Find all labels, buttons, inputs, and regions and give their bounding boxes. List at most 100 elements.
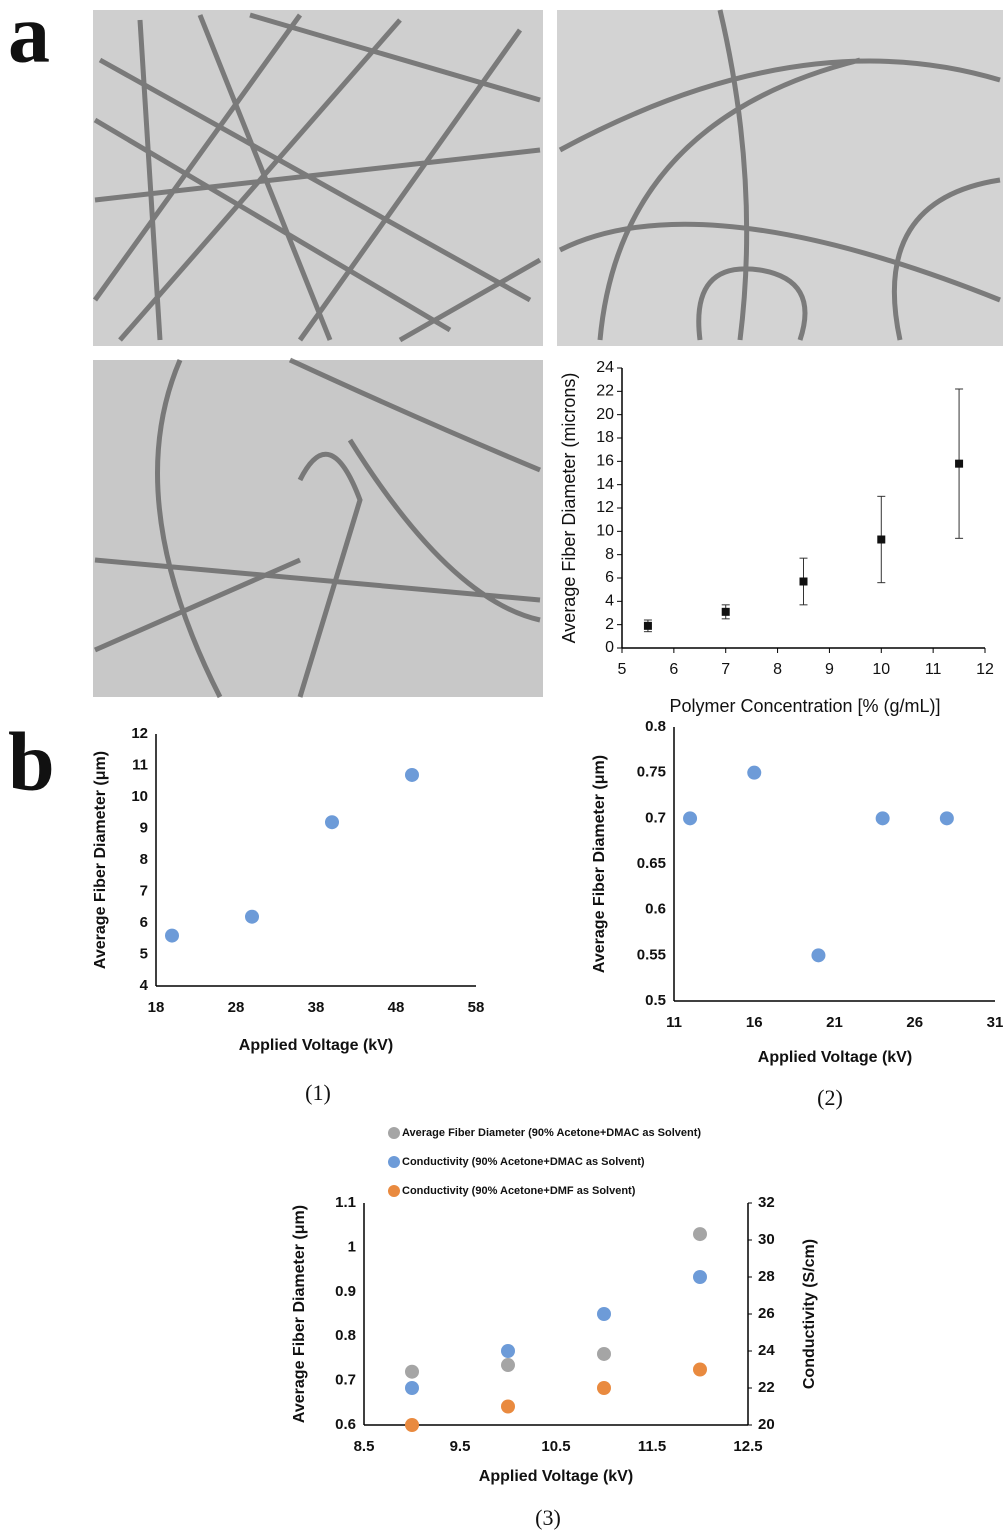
x-tick-label: 5: [618, 661, 627, 678]
y-axis-label: Average Fiber Diameter (microns): [559, 373, 579, 644]
y-tick-label: 0.5: [645, 992, 666, 1009]
y2-tick-label: 20: [758, 1416, 775, 1433]
legend-marker: [388, 1127, 400, 1139]
y-tick-label: 6: [140, 914, 148, 931]
y-tick-label: 0.8: [335, 1327, 356, 1344]
data-point: [597, 1346, 611, 1361]
panel-label: b: [8, 715, 55, 808]
x-tick-label: 7: [721, 661, 730, 678]
x-tick-label: 58: [468, 999, 485, 1016]
legend-label: Conductivity (90% Acetone+DMAC as Solven…: [402, 1156, 645, 1168]
x-tick-label: 16: [746, 1014, 763, 1031]
y2-tick-label: 28: [758, 1268, 775, 1285]
y2-axis-label: Conductivity (S/cm): [801, 1239, 818, 1389]
data-point: [501, 1344, 515, 1358]
x-tick-label: 11: [666, 1014, 682, 1031]
y-tick-label: 10: [131, 788, 148, 805]
y-tick-label: 0.9: [335, 1283, 356, 1300]
y-axis-label: Average Fiber Diameter (μm): [291, 1205, 308, 1423]
legend-label: Conductivity (90% Acetone+DMF as Solvent…: [402, 1185, 636, 1197]
x-axis-label: Applied Voltage (kV): [239, 1037, 393, 1054]
data-point: [811, 948, 826, 963]
y-tick-label: 0.75: [637, 764, 666, 781]
legend-label: Average Fiber Diameter (90% Acetone+DMAC…: [402, 1127, 701, 1139]
data-point: [875, 811, 890, 826]
y-tick-label: 0.55: [637, 946, 666, 963]
y2-tick-label: 32: [758, 1194, 775, 1211]
y-tick-label: 0.6: [335, 1416, 356, 1433]
data-point: [799, 577, 808, 586]
y-tick-label: 0.6: [645, 901, 666, 918]
y-tick-label: 16: [596, 453, 614, 470]
legend-marker: [388, 1156, 400, 1168]
y2-tick-label: 26: [758, 1305, 775, 1322]
y-axis-label: Average Fiber Diameter (μm): [92, 751, 109, 969]
y-tick-label: 2: [605, 616, 614, 633]
y-tick-label: 14: [596, 476, 614, 493]
legend-marker: [388, 1185, 400, 1197]
data-point: [721, 607, 730, 616]
y2-tick-label: 22: [758, 1379, 775, 1396]
data-point: [405, 1381, 419, 1395]
data-point: [955, 459, 964, 468]
y-tick-label: 18: [596, 429, 614, 446]
y-tick-label: 12: [596, 499, 614, 516]
x-tick-label: 12: [976, 661, 994, 678]
y-tick-label: 11: [132, 756, 148, 773]
y-tick-label: 1: [348, 1238, 356, 1255]
data-point: [405, 1364, 419, 1379]
data-point: [597, 1381, 611, 1395]
data-point: [501, 1358, 515, 1373]
data-point: [405, 1418, 419, 1432]
panel-label: a: [8, 0, 50, 80]
data-point: [643, 621, 652, 630]
x-tick-label: 8.5: [354, 1438, 375, 1455]
data-point: [405, 767, 419, 782]
x-tick-label: 26: [906, 1014, 923, 1031]
x-axis-label: Polymer Concentration [% (g/mL)]: [669, 696, 940, 716]
y-tick-label: 8: [140, 851, 148, 868]
x-tick-label: 6: [669, 661, 678, 678]
data-point: [165, 928, 179, 943]
y-tick-label: 7: [140, 882, 148, 899]
micrograph: [93, 357, 543, 699]
micrograph: [557, 9, 1003, 346]
y-tick-label: 1.1: [335, 1194, 356, 1211]
x-tick-label: 31: [987, 1014, 1003, 1031]
caption: (2): [817, 1085, 843, 1110]
data-point: [501, 1399, 515, 1414]
y-tick-label: 0.7: [645, 809, 666, 826]
y2-tick-label: 24: [758, 1342, 775, 1359]
caption: (3): [535, 1505, 561, 1530]
y-tick-label: 22: [596, 383, 614, 400]
y-axis-label: Average Fiber Diameter (μm): [591, 755, 608, 973]
x-tick-label: 28: [228, 999, 245, 1016]
x-axis-label: Applied Voltage (kV): [758, 1049, 912, 1066]
data-point: [597, 1307, 611, 1321]
y-tick-label: 0: [605, 639, 614, 656]
y2-tick-label: 30: [758, 1231, 775, 1248]
x-tick-label: 8: [773, 661, 782, 678]
data-point: [747, 765, 762, 780]
y-tick-label: 12: [131, 725, 148, 742]
micrograph: [92, 10, 543, 346]
data-point: [325, 815, 339, 830]
x-tick-label: 12.5: [733, 1438, 762, 1455]
y-tick-label: 9: [140, 819, 148, 836]
x-tick-label: 21: [826, 1014, 843, 1031]
y-tick-label: 0.7: [335, 1372, 356, 1389]
x-tick-label: 10.5: [541, 1438, 570, 1455]
x-tick-label: 9.5: [450, 1438, 471, 1455]
y-tick-label: 4: [605, 593, 614, 610]
y-tick-label: 4: [140, 977, 149, 994]
data-point: [877, 535, 886, 544]
x-tick-label: 10: [872, 661, 890, 678]
x-tick-label: 11.5: [638, 1438, 666, 1455]
x-tick-label: 11: [925, 661, 942, 678]
x-tick-label: 48: [388, 999, 405, 1016]
caption: (1): [305, 1080, 331, 1105]
data-point: [693, 1362, 707, 1377]
x-tick-label: 38: [308, 999, 325, 1016]
data-point: [245, 909, 259, 924]
